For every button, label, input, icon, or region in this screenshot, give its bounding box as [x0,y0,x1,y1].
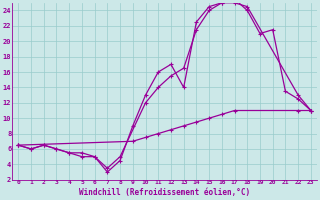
X-axis label: Windchill (Refroidissement éolien,°C): Windchill (Refroidissement éolien,°C) [79,188,250,197]
